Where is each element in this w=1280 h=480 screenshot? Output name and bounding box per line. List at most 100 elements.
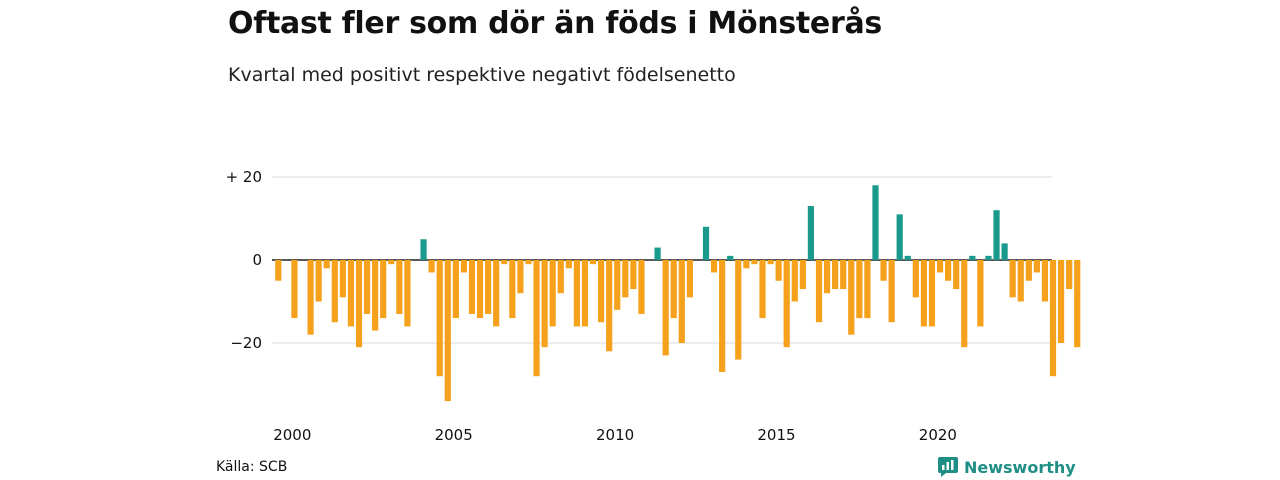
bar-negative xyxy=(509,260,516,319)
bar-negative xyxy=(735,260,742,360)
bar-negative xyxy=(928,260,936,327)
x-tick-label: 2020 xyxy=(919,426,957,444)
bar-negative xyxy=(710,260,718,273)
brand-name: Newsworthy xyxy=(964,457,1076,477)
bar-negative xyxy=(589,260,597,265)
brand-logo: Newsworthy xyxy=(938,456,1076,478)
bar-negative xyxy=(307,260,314,335)
bar-negative xyxy=(452,260,459,319)
bar-positive xyxy=(1001,243,1008,260)
chart-title: Oftast fler som dör än föds i Mönsterås xyxy=(228,6,882,41)
bar-negative xyxy=(323,260,330,269)
bar-negative xyxy=(1017,260,1024,302)
bar-negative xyxy=(565,260,572,269)
bar-negative xyxy=(977,260,984,327)
bar-negative xyxy=(388,260,395,265)
bar-negative xyxy=(815,260,823,323)
bar-positive xyxy=(904,255,911,260)
bar-negative xyxy=(476,260,484,319)
bar-negative xyxy=(638,260,645,314)
x-tick-label: 2005 xyxy=(435,426,473,444)
bar-negative xyxy=(888,260,895,323)
bar-negative xyxy=(783,260,790,348)
bar-negative xyxy=(404,260,411,327)
bars-layer xyxy=(275,185,1081,402)
bar-negative xyxy=(743,260,750,269)
bar-negative xyxy=(630,260,637,290)
x-tick-label: 2015 xyxy=(757,426,795,444)
axis-layer: + 20 0 −20 2000 2005 2010 2015 2020 xyxy=(226,168,957,444)
bar-negative xyxy=(670,260,677,319)
y-tick-label: + 20 xyxy=(226,168,262,186)
bar-negative xyxy=(291,260,298,319)
chart-subtitle: Kvartal med positivt respektive negativt… xyxy=(228,64,736,86)
bar-negative xyxy=(775,260,782,281)
bar-negative xyxy=(1033,260,1040,273)
bar-negative xyxy=(533,260,540,377)
bar-negative xyxy=(1066,260,1073,290)
x-tick-label: 2000 xyxy=(273,426,311,444)
bar-negative xyxy=(525,260,532,265)
bar-negative xyxy=(832,260,839,290)
bar-negative xyxy=(493,260,500,327)
bar-negative xyxy=(485,260,492,314)
bar-negative xyxy=(549,260,556,327)
bar-positive xyxy=(969,255,976,260)
bar-negative xyxy=(339,260,346,298)
bar-negative xyxy=(501,260,508,265)
bar-positive xyxy=(654,247,661,260)
bar-positive xyxy=(420,239,427,260)
bar-negative xyxy=(1049,260,1057,377)
bar-negative xyxy=(686,260,693,298)
bar-negative xyxy=(363,260,371,314)
bar-negative xyxy=(848,260,855,335)
bar-negative xyxy=(799,260,806,290)
bar-negative xyxy=(460,260,468,273)
bar-negative xyxy=(759,260,766,319)
y-tick-label: 0 xyxy=(252,251,262,269)
bar-negative xyxy=(823,260,831,294)
bar-negative xyxy=(347,260,355,327)
bar-positive xyxy=(896,214,903,260)
bar-negative xyxy=(517,260,524,294)
bar-negative xyxy=(840,260,847,290)
bar-positive xyxy=(807,206,815,260)
bar-negative xyxy=(856,260,863,319)
bar-negative xyxy=(380,260,387,319)
y-tick-label: −20 xyxy=(230,334,262,352)
bar-negative xyxy=(622,260,629,298)
bar-negative xyxy=(275,260,282,281)
bar-negative xyxy=(355,260,363,348)
bar-negative xyxy=(606,260,613,352)
bar-negative xyxy=(936,260,944,273)
source-note: Källa: SCB xyxy=(216,459,288,475)
bar-negative xyxy=(791,260,798,302)
bar-negative xyxy=(372,260,379,331)
bar-negative xyxy=(468,260,476,314)
bar-negative xyxy=(396,260,403,314)
bar-negative xyxy=(541,260,548,348)
bar-positive xyxy=(993,210,1000,260)
bar-negative xyxy=(557,260,564,294)
bar-negative xyxy=(315,260,322,302)
bar-negative xyxy=(662,260,669,356)
bar-negative xyxy=(614,260,621,310)
bar-negative xyxy=(1057,260,1065,343)
x-tick-label: 2010 xyxy=(596,426,634,444)
bar-negative xyxy=(1041,260,1049,302)
bar-negative xyxy=(719,260,726,373)
bar-negative xyxy=(1025,260,1032,281)
bar-negative xyxy=(920,260,927,327)
bar-negative xyxy=(678,260,685,343)
newsworthy-icon xyxy=(938,457,958,477)
bar-negative xyxy=(864,260,871,319)
bar-negative xyxy=(428,260,435,273)
bar-negative xyxy=(945,260,952,281)
bar-negative xyxy=(598,260,605,323)
bar-positive xyxy=(872,185,879,260)
bar-negative xyxy=(961,260,968,348)
bar-negative xyxy=(953,260,960,290)
bar-positive xyxy=(985,255,992,260)
bar-negative xyxy=(1074,260,1081,348)
